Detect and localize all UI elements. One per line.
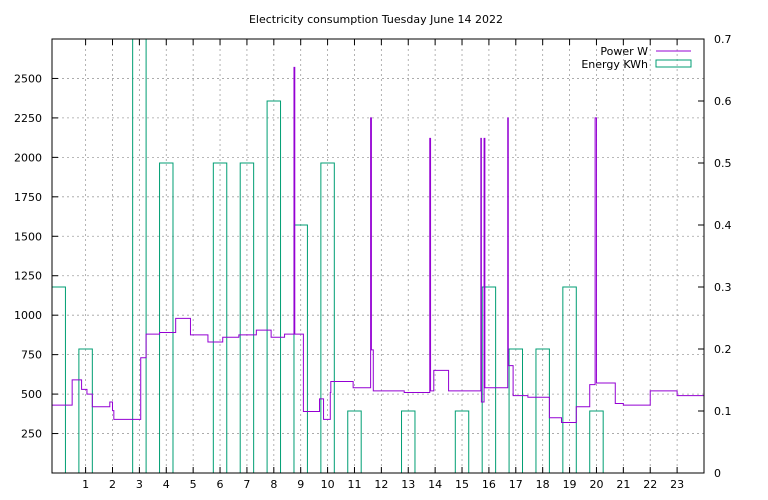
legend-label-power: Power W bbox=[600, 45, 648, 58]
x-tick-label: 23 bbox=[670, 478, 684, 491]
y-tick-label: 1250 bbox=[14, 270, 42, 283]
y2-tick-label: 0.6 bbox=[714, 95, 732, 108]
x-tick-label: 4 bbox=[163, 478, 170, 491]
y-tick-label: 500 bbox=[21, 388, 42, 401]
y2-tick-label: 0.3 bbox=[714, 281, 732, 294]
chart-title: Electricity consumption Tuesday June 14 … bbox=[249, 13, 503, 26]
energy-bars bbox=[51, 38, 604, 473]
x-tick-label: 19 bbox=[563, 478, 577, 491]
y-tick-label: 250 bbox=[21, 428, 42, 441]
energy-bar bbox=[239, 162, 255, 473]
x-tick-label: 21 bbox=[616, 478, 630, 491]
energy-bar bbox=[212, 162, 228, 473]
energy-bar bbox=[508, 348, 524, 473]
x-tick-label: 11 bbox=[347, 478, 361, 491]
y2-tick-label: 0.2 bbox=[714, 343, 732, 356]
plot-border bbox=[51, 38, 705, 474]
y2-tick-label: 0.4 bbox=[714, 219, 732, 232]
x-tick-label: 17 bbox=[509, 478, 523, 491]
energy-bar bbox=[562, 286, 577, 473]
x-tick-label: 12 bbox=[374, 478, 388, 491]
y-tick-label: 1000 bbox=[14, 309, 42, 322]
x-tick-label: 16 bbox=[482, 478, 496, 491]
legend: Power W Energy KWh bbox=[581, 45, 692, 71]
y-tick-label: 1750 bbox=[14, 191, 42, 204]
energy-bar bbox=[589, 410, 604, 473]
energy-bar bbox=[401, 410, 416, 473]
x-tick-label: 8 bbox=[270, 478, 277, 491]
y-tick-label: 1500 bbox=[14, 230, 42, 243]
x-tick-label: 5 bbox=[190, 478, 197, 491]
x-tick-label: 18 bbox=[536, 478, 550, 491]
x-tick-label: 13 bbox=[401, 478, 415, 491]
power-series-line bbox=[52, 66, 704, 423]
x-tick-label: 6 bbox=[217, 478, 224, 491]
energy-bar bbox=[78, 348, 93, 473]
y-tick-label: 2000 bbox=[14, 151, 42, 164]
energy-bar bbox=[266, 100, 282, 473]
power-line bbox=[52, 66, 704, 423]
x-tick-label: 1 bbox=[82, 478, 89, 491]
x-tick-label: 9 bbox=[297, 478, 304, 491]
grid-lines bbox=[52, 39, 704, 473]
axes: 1 2 3 4 5 6 7 8 9 10 11 12 13 14 15 16 17 18 19 20 21 22 23250… bbox=[14, 33, 732, 491]
x-tick-label: 2 bbox=[109, 478, 116, 491]
energy-bar bbox=[454, 410, 470, 473]
y-tick-label: 750 bbox=[21, 349, 42, 362]
x-tick-label: 22 bbox=[643, 478, 657, 491]
x-tick-label: 10 bbox=[321, 478, 335, 491]
y2-tick-label: 0.5 bbox=[714, 157, 732, 170]
y2-tick-label: 0.7 bbox=[714, 33, 732, 46]
y2-tick-label: 0.1 bbox=[714, 405, 732, 418]
energy-bar bbox=[347, 410, 362, 473]
legend-label-energy: Energy KWh bbox=[581, 58, 648, 71]
energy-bar bbox=[159, 162, 174, 473]
energy-bar bbox=[481, 286, 497, 473]
y-tick-label: 2250 bbox=[14, 112, 42, 125]
y-tick-label: 2500 bbox=[14, 72, 42, 85]
legend-swatch-energy bbox=[655, 59, 692, 68]
x-tick-label: 20 bbox=[589, 478, 603, 491]
x-tick-label: 15 bbox=[455, 478, 469, 491]
x-tick-label: 14 bbox=[428, 478, 442, 491]
energy-bar bbox=[320, 162, 335, 473]
x-tick-label: 7 bbox=[243, 478, 250, 491]
energy-bar bbox=[293, 224, 308, 473]
x-tick-label: 3 bbox=[136, 478, 143, 491]
y2-tick-label: 0 bbox=[714, 467, 721, 480]
